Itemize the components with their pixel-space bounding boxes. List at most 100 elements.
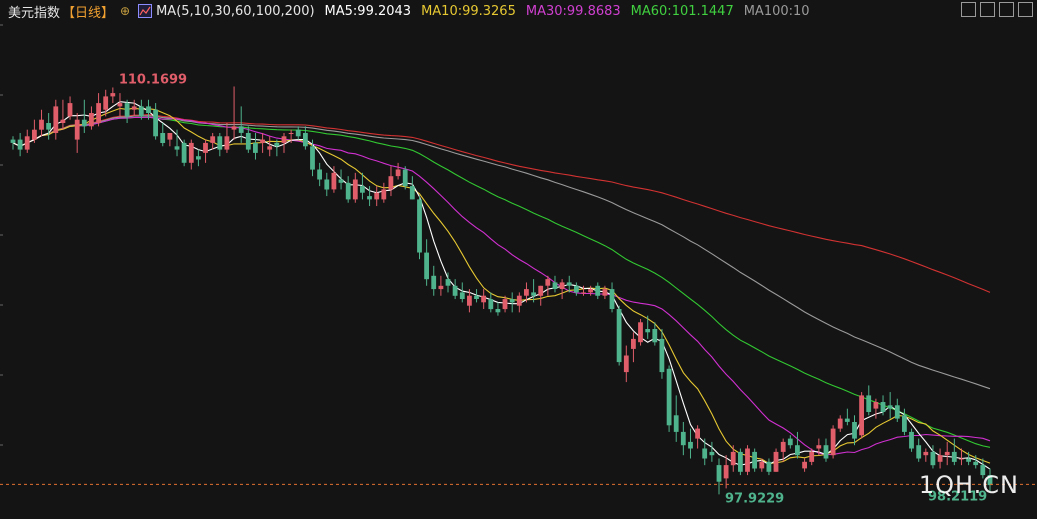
candle-body <box>787 438 793 446</box>
candle-body <box>345 182 351 200</box>
fullscreen-icon[interactable] <box>1018 2 1033 17</box>
candle-body <box>409 186 415 200</box>
candle-body <box>210 136 216 143</box>
candle-body <box>89 113 94 127</box>
candle-body <box>880 402 886 412</box>
candle-body <box>231 126 237 130</box>
candle-body <box>730 451 736 466</box>
candle-body <box>509 299 515 303</box>
ma5-line <box>12 101 991 470</box>
low-annotation: 97.9229 <box>725 491 784 506</box>
candle-body <box>852 422 857 439</box>
settings-circle-icon[interactable]: ⊕ <box>120 4 131 18</box>
candle-body <box>773 451 779 472</box>
candle-body <box>238 126 244 133</box>
candle-body <box>559 282 565 289</box>
candle-body <box>417 199 422 253</box>
candle-body <box>780 441 786 452</box>
candle-body <box>388 176 394 190</box>
period-label[interactable]: 【日线】 <box>62 5 115 21</box>
candle-body <box>709 451 715 456</box>
ma200-line <box>12 114 991 293</box>
symbol-name[interactable]: 美元指数 <box>8 5 61 21</box>
candle-body <box>181 142 187 163</box>
candle-body <box>795 445 800 456</box>
candle-body <box>638 322 643 343</box>
ma-params-label: MA(5,10,30,60,100,200) <box>156 3 315 19</box>
candle-body <box>738 451 743 472</box>
candle-body <box>680 431 686 446</box>
ma100-value: MA100:10 <box>743 3 810 19</box>
candle-body <box>609 289 615 309</box>
candle-body <box>360 186 365 193</box>
candle-body <box>531 292 536 296</box>
candle-body <box>823 445 829 459</box>
candle-body <box>973 461 979 466</box>
candle-body <box>117 103 123 107</box>
candle-body <box>402 169 408 187</box>
candle-body <box>859 395 864 436</box>
candle-body <box>267 146 273 150</box>
candle-body <box>666 368 672 426</box>
candle-body <box>837 418 843 429</box>
candle-body <box>602 289 608 296</box>
candle-body <box>538 285 544 296</box>
site-watermark: 1QH.CN <box>918 471 1019 499</box>
ma-chart-icon[interactable] <box>138 4 153 18</box>
candle-body <box>53 106 59 133</box>
indicator-icon[interactable] <box>980 2 995 17</box>
candle-body <box>695 428 700 439</box>
candle-body <box>702 448 708 459</box>
candle-body <box>959 458 964 460</box>
candle-body <box>830 428 836 456</box>
candle-body <box>488 299 494 310</box>
candle-body <box>809 451 815 462</box>
ma30-line <box>12 116 991 456</box>
candle-body <box>224 136 230 150</box>
candle-body <box>17 139 23 150</box>
candle-body <box>395 169 401 177</box>
grid-icon[interactable] <box>999 2 1014 17</box>
crosshair-icon[interactable] <box>961 2 976 17</box>
candle-body <box>623 355 629 373</box>
candle-body <box>445 279 451 286</box>
candle-body <box>937 455 943 462</box>
candle-body <box>766 461 772 472</box>
candle-body <box>295 129 301 137</box>
candle-body <box>816 445 822 449</box>
candle-body <box>844 418 850 422</box>
candle-body <box>474 295 479 299</box>
candle-body <box>887 405 893 409</box>
candle-body <box>873 402 879 409</box>
candle-body <box>745 448 750 472</box>
candle-body <box>467 295 472 306</box>
candle-body <box>174 146 180 150</box>
candle-body <box>310 146 315 170</box>
candle-body <box>645 329 651 333</box>
candle-body <box>866 395 872 412</box>
candle-body <box>495 309 501 313</box>
candle-body <box>24 136 30 150</box>
candle-body <box>574 285 579 293</box>
candle-body <box>217 136 223 150</box>
candle-body <box>81 119 87 127</box>
ma30-value: MA30:99.8683 <box>525 3 621 19</box>
candle-body <box>723 465 729 479</box>
candle-body <box>381 189 387 200</box>
candle-body <box>459 292 465 299</box>
candle-body <box>545 279 551 286</box>
candle-body <box>759 461 765 469</box>
candle-body <box>317 169 322 180</box>
candle-body <box>673 415 679 432</box>
candle-body <box>588 289 593 293</box>
indicator-header: 美元指数 【日线】 ⊕ MA(5,10,30,60,100,200) MA5:9… <box>0 0 1037 22</box>
candle-body <box>481 295 486 303</box>
candle-body <box>196 156 201 160</box>
candle-body <box>253 142 258 153</box>
candle-body <box>160 133 166 143</box>
ma10-value: MA10:99.3265 <box>421 3 516 19</box>
chart-toolbar <box>961 2 1033 17</box>
candle-body <box>595 285 601 296</box>
